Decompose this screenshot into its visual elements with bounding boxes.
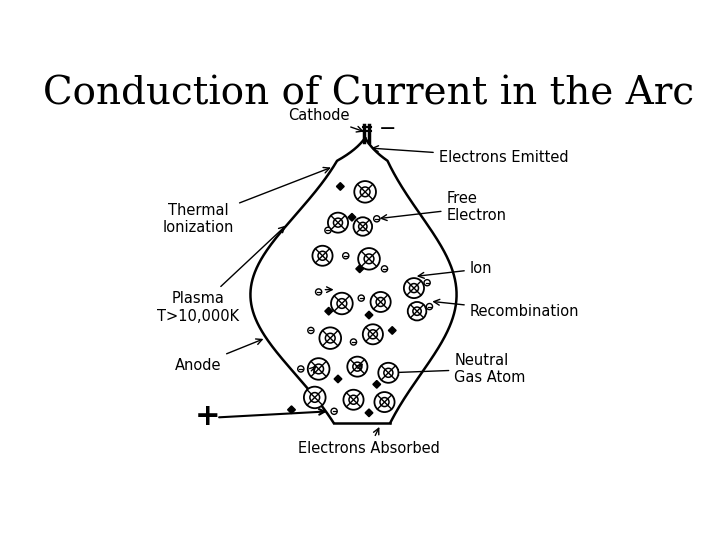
Text: Plasma
T>10,000K: Plasma T>10,000K — [158, 227, 285, 323]
Circle shape — [331, 408, 337, 414]
Text: Neutral
Gas Atom: Neutral Gas Atom — [392, 353, 526, 385]
Circle shape — [307, 358, 330, 380]
Circle shape — [331, 293, 353, 314]
Text: Conduction of Current in the Arc: Conduction of Current in the Arc — [43, 76, 695, 112]
Circle shape — [351, 339, 356, 345]
Circle shape — [408, 302, 426, 320]
Circle shape — [378, 363, 398, 383]
Circle shape — [307, 327, 314, 334]
Polygon shape — [365, 311, 373, 319]
Circle shape — [382, 266, 387, 272]
Polygon shape — [336, 183, 344, 190]
Text: Recombination: Recombination — [433, 299, 580, 319]
Circle shape — [371, 292, 391, 312]
Circle shape — [354, 217, 372, 236]
Polygon shape — [388, 327, 396, 334]
Circle shape — [354, 181, 376, 202]
Polygon shape — [348, 213, 356, 221]
Polygon shape — [356, 265, 364, 273]
Circle shape — [320, 327, 341, 349]
Circle shape — [404, 278, 424, 298]
Circle shape — [358, 295, 364, 301]
Circle shape — [304, 387, 325, 408]
Circle shape — [297, 366, 304, 372]
Text: Electrons Emitted: Electrons Emitted — [372, 146, 568, 165]
Circle shape — [328, 213, 348, 233]
Circle shape — [374, 215, 380, 222]
Circle shape — [426, 303, 433, 309]
Circle shape — [343, 390, 364, 410]
Circle shape — [374, 392, 395, 412]
Text: Thermal
Ionization: Thermal Ionization — [163, 167, 330, 235]
Circle shape — [343, 253, 349, 259]
Polygon shape — [287, 406, 295, 414]
Polygon shape — [365, 409, 373, 417]
Circle shape — [315, 289, 322, 295]
Text: −: − — [379, 119, 397, 139]
Polygon shape — [251, 138, 456, 423]
Polygon shape — [373, 381, 381, 388]
Circle shape — [347, 356, 367, 377]
Circle shape — [358, 248, 380, 269]
Polygon shape — [325, 307, 333, 315]
Text: Free
Electron: Free Electron — [381, 191, 506, 224]
Circle shape — [363, 325, 383, 345]
Text: Ion: Ion — [418, 261, 492, 278]
Circle shape — [424, 280, 431, 286]
Circle shape — [312, 246, 333, 266]
Text: +: + — [195, 402, 220, 431]
Text: Electrons Absorbed: Electrons Absorbed — [298, 428, 440, 456]
Text: Anode: Anode — [175, 339, 262, 373]
Polygon shape — [334, 375, 342, 383]
Text: Cathode: Cathode — [288, 109, 363, 132]
Circle shape — [325, 227, 331, 233]
